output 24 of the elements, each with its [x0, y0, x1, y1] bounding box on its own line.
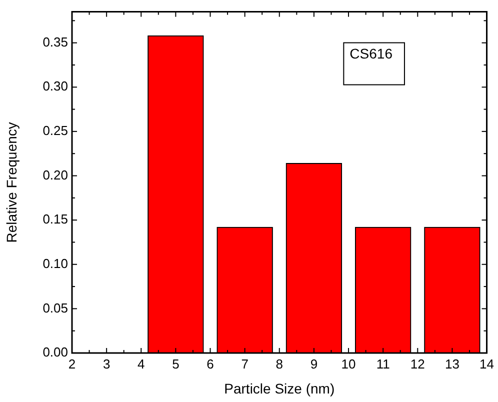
y-tick-label: 0.35: [42, 34, 68, 50]
x-tick-label: 2: [68, 356, 76, 372]
x-tick-label: 12: [410, 356, 425, 372]
annotation: CS616: [350, 46, 393, 62]
x-tick-label: 6: [206, 356, 214, 372]
x-tick-label: 3: [102, 356, 110, 372]
x-tick-label: 13: [444, 356, 460, 372]
x-tick-label: 8: [276, 356, 283, 372]
x-axis-title: Particle Size (nm): [224, 380, 335, 396]
y-tick-label: 0.25: [42, 123, 68, 138]
x-tick-label: 11: [376, 356, 390, 372]
x-tick-label: 10: [341, 356, 356, 372]
y-tick-label: 0.10: [42, 256, 68, 271]
y-tick-label: 0.30: [42, 78, 68, 94]
x-tick-label: 9: [310, 356, 318, 372]
x-tick-label: 5: [172, 356, 180, 372]
x-tick-label: 14: [480, 356, 494, 372]
y-axis-title: Relative Frequency: [3, 122, 20, 243]
y-tick-label: 0.00: [42, 344, 68, 360]
x-tick-label: 4: [138, 356, 145, 372]
x-tick-label: 7: [241, 356, 248, 372]
y-tick-label: 0.20: [42, 167, 68, 182]
y-tick-label: 0.05: [42, 300, 68, 316]
y-tick-label: 0.15: [42, 212, 68, 227]
